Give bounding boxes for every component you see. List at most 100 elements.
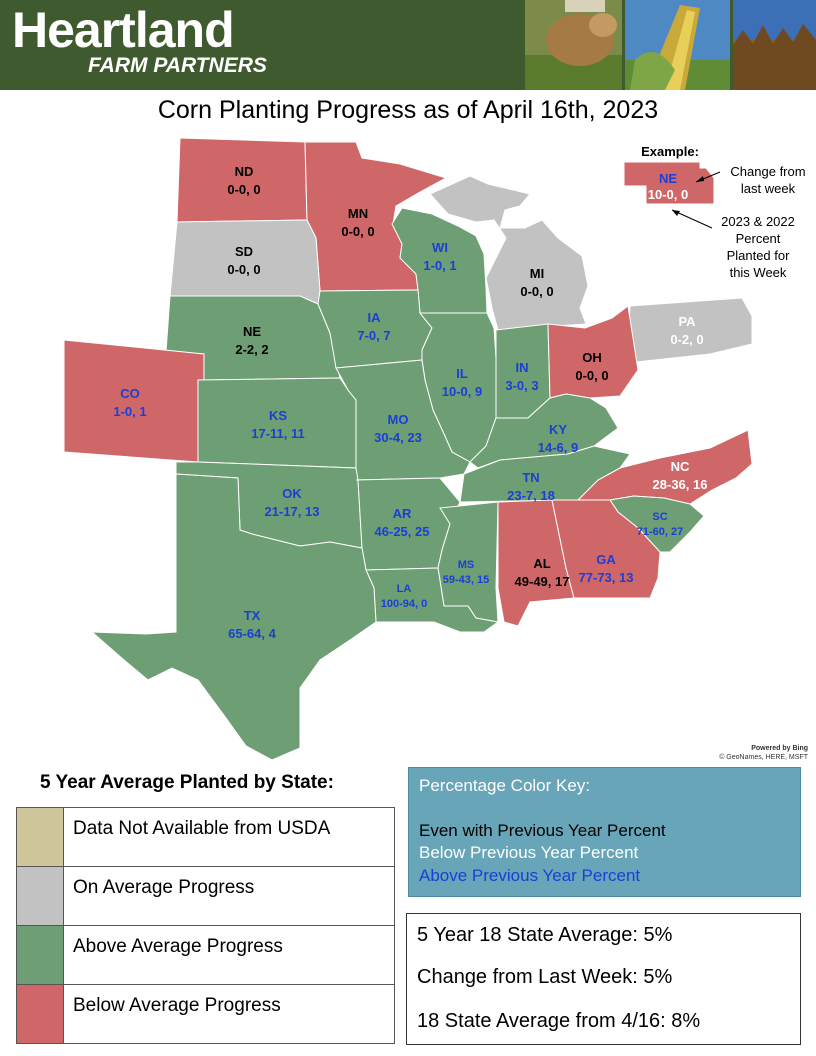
state-wi-shape <box>391 207 488 314</box>
state-oh-values: 0-0, 0 <box>575 368 608 383</box>
cow-photo <box>525 0 622 90</box>
state-ne-values: 2-2, 2 <box>235 342 268 357</box>
corn-photo <box>625 0 730 90</box>
state-ga-values: 77-73, 13 <box>579 570 634 585</box>
arrowhead-icon <box>672 210 680 216</box>
percentage-color-key: Percentage Color Key: Even with Previous… <box>408 767 801 897</box>
state-ar-label: AR <box>393 506 412 521</box>
state-ms-values: 59-43, 15 <box>443 574 489 586</box>
stats-box: 5 Year 18 State Average: 5% Change from … <box>406 913 801 1045</box>
stat-5yr-average: 5 Year 18 State Average: 5% <box>417 924 673 946</box>
legend-row: Above Average Progress <box>17 925 394 984</box>
state-co-shape <box>63 339 205 463</box>
legend-row: On Average Progress <box>17 866 394 925</box>
arrowhead-icon <box>696 176 704 182</box>
state-nd-values: 0-0, 0 <box>227 182 260 197</box>
color-key-above: Above Previous Year Percent <box>419 866 641 885</box>
state-ar-values: 46-25, 25 <box>375 524 430 539</box>
state-ks-shape <box>197 377 357 469</box>
credit-line-1: Powered by Bing <box>751 745 808 752</box>
state-mi-shape <box>429 175 589 331</box>
state-ne-label: NE <box>243 324 261 339</box>
state-nd-label: ND <box>235 164 254 179</box>
state-mn-values: 0-0, 0 <box>341 224 374 239</box>
state-al-label: AL <box>533 556 550 571</box>
stat-weekly-change: Change from Last Week: 5% <box>417 966 673 988</box>
state-il-label: IL <box>456 366 468 381</box>
state-mo-values: 30-4, 23 <box>374 430 422 445</box>
state-nc-values: 28-36, 16 <box>653 477 708 492</box>
soybean-photo <box>733 0 816 90</box>
example-note-change-1: Change from <box>730 164 805 179</box>
example-abbr: NE <box>659 171 677 186</box>
stat-current-average: 18 State Average from 4/16: 8% <box>417 1010 701 1032</box>
legend-swatch-green <box>17 926 64 984</box>
state-in-label: IN <box>516 360 529 375</box>
color-key-title: Percentage Color Key: <box>419 776 591 795</box>
state-labels: ND 0-0, 0 MN 0-0, 0 SD 0-0, 0 WI 1-0, 1 MI 0-0, 0… <box>113 164 707 641</box>
state-pa-label: PA <box>678 314 696 329</box>
example-note-change-2: last week <box>741 181 796 196</box>
state-mi-label: MI <box>530 266 544 281</box>
state-ok-values: 21-17, 13 <box>265 504 320 519</box>
state-nc-label: NC <box>671 459 690 474</box>
state-oh-label: OH <box>582 350 602 365</box>
state-co-values: 1-0, 1 <box>113 404 146 419</box>
state-ia-label: IA <box>368 310 382 325</box>
state-sc-label: SC <box>652 511 667 523</box>
example-heading: Example: <box>641 144 699 159</box>
state-nd-shape <box>176 137 308 223</box>
state-mo-label: MO <box>388 412 409 427</box>
legend-label: Below Average Progress <box>73 995 281 1016</box>
example-note-percent-3: Planted for <box>727 248 791 263</box>
state-ks-values: 17-11, 11 <box>251 426 305 441</box>
legend-label: Data Not Available from USDA <box>73 818 331 839</box>
brand-subtitle: FARM PARTNERS <box>88 54 267 77</box>
legend-swatch-gray <box>17 867 64 925</box>
state-tx-values: 65-64, 4 <box>228 626 276 641</box>
state-tn-values: 23-7, 18 <box>507 488 555 503</box>
example-legend: Example: NE 10-0, 0 Change from last wee… <box>623 144 806 280</box>
state-ky-values: 14-6, 9 <box>538 440 578 455</box>
state-sd-values: 0-0, 0 <box>227 262 260 277</box>
state-il-values: 10-0, 9 <box>442 384 482 399</box>
state-tx-label: TX <box>244 608 261 623</box>
example-values: 10-0, 0 <box>648 187 688 202</box>
state-la-values: 100-94, 0 <box>381 598 427 610</box>
legend-title: 5 Year Average Planted by State: <box>40 772 334 793</box>
header-banner: Heartland FARM PARTNERS <box>0 0 816 90</box>
state-ga-label: GA <box>596 552 616 567</box>
state-ms-label: MS <box>458 559 475 571</box>
state-shapes <box>63 137 753 761</box>
example-note-percent-2: Percent <box>736 231 781 246</box>
color-key-below: Below Previous Year Percent <box>419 843 639 862</box>
color-key-even: Even with Previous Year Percent <box>419 821 666 840</box>
state-ga-shape <box>551 499 661 599</box>
state-mi-values: 0-0, 0 <box>520 284 553 299</box>
state-ks-label: KS <box>269 408 287 423</box>
state-ky-label: KY <box>549 422 567 437</box>
state-ok-label: OK <box>282 486 302 501</box>
example-note-percent-4: this Week <box>730 265 787 280</box>
state-mn-label: MN <box>348 206 368 221</box>
state-wi-values: 1-0, 1 <box>423 258 456 273</box>
state-la-label: LA <box>397 583 412 595</box>
legend-label: Above Average Progress <box>73 936 283 957</box>
map-credit: Powered by Bing © GeoNames, HERE, MSFT <box>719 744 808 762</box>
state-pa-shape <box>627 297 753 363</box>
state-in-values: 3-0, 3 <box>505 378 538 393</box>
legend-swatch-red <box>17 985 64 1043</box>
state-pa-values: 0-2, 0 <box>670 332 703 347</box>
example-note-percent-1: 2023 & 2022 <box>721 214 795 229</box>
legend-row: Below Average Progress <box>17 984 394 1043</box>
page-title: Corn Planting Progress as of April 16th,… <box>157 96 659 124</box>
credit-line-2: © GeoNames, HERE, MSFT <box>719 754 808 761</box>
state-co-label: CO <box>120 386 140 401</box>
legend-swatch-tan <box>17 808 64 866</box>
state-sc-values: 71-60, 27 <box>637 526 683 538</box>
example-ne-shape <box>623 161 715 205</box>
state-al-values: 49-49, 17 <box>515 574 570 589</box>
brand-logo: Heartland <box>12 2 235 58</box>
corn-progress-map: ND 0-0, 0 MN 0-0, 0 SD 0-0, 0 WI 1-0, 1 MI 0-0, 0… <box>63 137 806 761</box>
legend-row: Data Not Available from USDA <box>17 808 394 866</box>
